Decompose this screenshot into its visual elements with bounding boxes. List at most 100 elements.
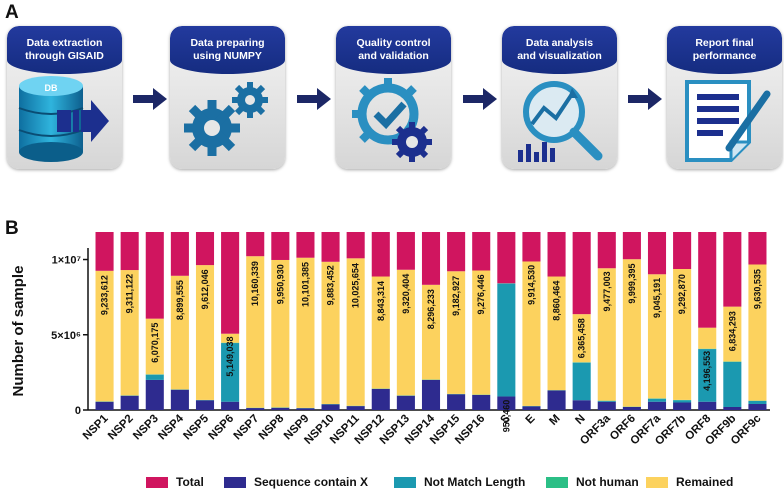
bar-segment-remained xyxy=(371,276,390,389)
workflow-step-preparing: Data preparing using NUMPY xyxy=(170,26,285,169)
bar-segment-sequence-contain-x xyxy=(396,395,415,410)
workflow-step-analysis: Data analysis and visualization xyxy=(502,26,617,169)
bar-segment-sequence-contain-x xyxy=(296,408,315,410)
bar-segment-sequence-contain-x xyxy=(421,379,441,410)
data-label: 9,182,927 xyxy=(451,276,461,316)
legend-item-sequence-x: Sequence contain X xyxy=(224,474,368,490)
bar-segment-remained xyxy=(296,257,315,408)
magnifier-chart-icon xyxy=(518,81,603,162)
panel-a-label: A xyxy=(5,2,19,23)
bar-segment-total xyxy=(597,232,616,269)
bar-segment-not-match-length xyxy=(647,398,667,402)
bar-segment-remained xyxy=(246,256,265,408)
bar-segment-remained xyxy=(472,270,491,395)
bar-segment-sequence-contain-x xyxy=(95,401,114,410)
bar-segment-sequence-contain-x xyxy=(647,401,667,410)
bar-segment-total xyxy=(221,232,240,334)
bar-segment-sequence-contain-x xyxy=(170,389,189,410)
x-tick-label: NSP1 xyxy=(81,412,111,442)
legend-swatch xyxy=(546,476,568,488)
bar-segment-total xyxy=(547,232,566,277)
bar-segment-remained xyxy=(698,327,717,349)
bar-segment-total xyxy=(522,232,541,262)
step-title: Data preparing using NUMPY xyxy=(170,26,285,74)
legend-label: Not Match Length xyxy=(424,475,526,489)
gears-icon xyxy=(184,82,268,156)
right-arrow-icon xyxy=(133,88,167,110)
bar-segment-sequence-contain-x xyxy=(597,401,616,410)
bar-segment-total xyxy=(698,232,717,328)
bar-segment-sequence-contain-x xyxy=(472,394,491,410)
data-label: 9,630,535 xyxy=(752,269,762,309)
x-tick-label: NSP3 xyxy=(131,413,161,443)
bar-segment-sequence-contain-x xyxy=(522,406,541,410)
bar-segment-sequence-contain-x xyxy=(195,400,215,410)
step-title: Data analysis and visualization xyxy=(502,26,617,74)
bar-segment-total xyxy=(170,232,189,276)
bar-segment-total xyxy=(748,232,767,265)
data-label: 9,311,122 xyxy=(125,274,135,314)
db-label: DB xyxy=(45,83,58,93)
bar-segment-not-match-length xyxy=(723,361,742,407)
x-tick-label: E xyxy=(524,412,538,426)
bar-segment-total xyxy=(296,232,315,258)
bar-segment-total xyxy=(647,232,667,275)
bar-segment-remained xyxy=(748,264,767,401)
bar-segment-remained xyxy=(170,275,189,390)
data-label: 5,149,038 xyxy=(225,337,235,377)
bar-segment-sequence-contain-x xyxy=(120,395,139,410)
x-tick-label: NSP5 xyxy=(181,412,211,442)
y-tick-label: 5×10⁶ xyxy=(51,330,81,342)
bar-segment-not-match-length xyxy=(597,400,616,402)
workflow-step-report: Report final performance xyxy=(667,26,782,169)
bar-segment-sequence-contain-x xyxy=(221,401,240,410)
bar-segment-sequence-contain-x xyxy=(748,403,767,410)
bar-segment-total xyxy=(246,232,265,257)
bar-segment-total xyxy=(145,232,164,319)
data-label: 950,460 xyxy=(501,400,511,433)
x-tick-label: NSP6 xyxy=(207,413,237,443)
bar-segment-total xyxy=(447,232,466,272)
legend-item-not-human: Not human xyxy=(546,474,639,490)
right-arrow-icon xyxy=(297,88,331,110)
bar-segment-not-match-length xyxy=(221,343,240,402)
legend-label: Not human xyxy=(576,475,639,489)
x-tick-label: NSP2 xyxy=(106,413,136,443)
right-arrow-icon xyxy=(463,88,497,110)
y-tick-label: 0 xyxy=(75,405,81,417)
step-title: Data extraction through GISAID xyxy=(7,26,122,74)
workflow-step-quality: Quality control and validation xyxy=(336,26,451,169)
bar-segment-total xyxy=(371,232,390,277)
y-tick-label: 1×10⁷ xyxy=(52,255,82,267)
legend-item-not-match-length: Not Match Length xyxy=(394,474,525,490)
bar-segment-total xyxy=(723,232,742,307)
database-export-icon: DB xyxy=(18,76,109,162)
data-label: 6,834,293 xyxy=(727,311,737,351)
data-label: 4,196,553 xyxy=(702,351,712,391)
bar-segment-remained xyxy=(221,333,240,343)
bar-segment-remained xyxy=(271,259,290,408)
legend-item-total: Total xyxy=(146,474,204,490)
legend-swatch xyxy=(646,476,668,488)
bar-segment-total xyxy=(321,232,340,262)
step-title: Report final performance xyxy=(667,26,782,74)
bar-segment-sequence-contain-x xyxy=(447,394,466,410)
data-label: 9,950,930 xyxy=(275,264,285,304)
bar-segment-not-match-length xyxy=(673,400,692,403)
data-label: 8,843,314 xyxy=(376,281,386,321)
bar-segment-total xyxy=(421,232,441,285)
bar-segment-remained xyxy=(597,268,616,401)
workflow-step-extraction: Data extraction through GISAID DB xyxy=(7,26,122,169)
data-label: 9,477,003 xyxy=(602,271,612,311)
data-label: 9,233,612 xyxy=(100,275,110,315)
bar-segment-not-match-length xyxy=(748,400,767,404)
bar-segment-sequence-contain-x xyxy=(246,408,265,410)
bar-segment-sequence-contain-x xyxy=(371,388,390,410)
data-label: 8,860,464 xyxy=(552,281,562,321)
bar-segment-sequence-contain-x xyxy=(723,406,742,410)
data-label: 6,365,458 xyxy=(577,318,587,358)
bar-segment-remained xyxy=(622,259,641,407)
legend-item-remained: Remained xyxy=(646,474,733,490)
data-label: 9,276,446 xyxy=(476,274,486,314)
data-label: 9,612,046 xyxy=(200,269,210,309)
